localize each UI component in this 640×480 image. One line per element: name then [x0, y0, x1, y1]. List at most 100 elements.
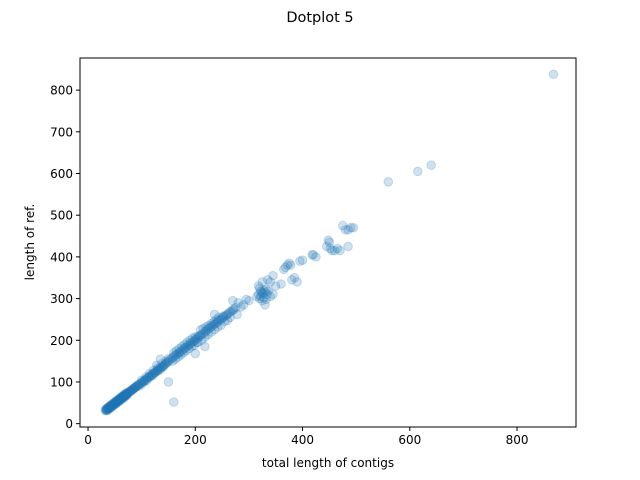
data-point	[179, 339, 190, 350]
y-tick-label: 100	[50, 375, 73, 389]
data-point	[175, 347, 186, 357]
data-point	[230, 302, 241, 313]
data-point	[127, 385, 137, 395]
data-point	[120, 391, 130, 402]
data-point	[198, 323, 209, 334]
data-point	[228, 305, 238, 316]
data-point	[194, 331, 205, 341]
data-point	[117, 393, 127, 403]
data-point	[241, 294, 252, 305]
data-point	[200, 332, 210, 342]
data-point	[152, 362, 163, 373]
data-point	[101, 405, 112, 415]
data-point	[116, 393, 127, 404]
data-point	[124, 387, 134, 398]
data-point	[162, 357, 173, 368]
y-tick-label: 0	[65, 417, 73, 431]
x-tick-label: 800	[506, 433, 529, 447]
data-point	[210, 318, 221, 329]
chart-title: Dotplot 5	[286, 10, 353, 26]
data-point	[106, 399, 117, 410]
data-point	[112, 396, 122, 407]
data-point	[148, 368, 159, 379]
data-point	[233, 297, 243, 308]
data-point	[209, 309, 220, 320]
data-point	[120, 390, 130, 401]
data-point	[126, 385, 136, 396]
data-point	[102, 405, 112, 416]
data-point	[548, 69, 559, 80]
data-point	[261, 284, 271, 295]
data-point	[107, 401, 117, 412]
data-point	[109, 398, 120, 409]
data-point	[142, 373, 152, 384]
data-point	[265, 277, 276, 287]
x-tick-label: 200	[184, 433, 207, 447]
data-point	[219, 311, 230, 321]
data-point	[280, 262, 291, 273]
data-point	[173, 348, 183, 359]
data-point	[141, 374, 151, 384]
data-point	[426, 160, 437, 170]
data-point	[107, 400, 118, 410]
data-point	[217, 313, 227, 324]
data-point	[141, 372, 151, 382]
data-point	[106, 402, 116, 413]
data-point	[124, 387, 135, 397]
data-point	[225, 312, 235, 323]
data-point	[329, 245, 340, 256]
data-point	[219, 316, 230, 327]
data-point	[184, 343, 194, 354]
data-point	[186, 338, 196, 348]
data-point	[190, 332, 201, 342]
data-point	[122, 388, 132, 399]
data-point	[132, 380, 143, 391]
y-axis-title: length of ref.	[23, 204, 37, 281]
data-point	[180, 342, 191, 353]
data-point	[163, 356, 174, 367]
data-point	[116, 392, 127, 402]
data-point	[337, 220, 348, 231]
data-point	[182, 341, 193, 351]
data-point	[113, 395, 123, 406]
data-point	[178, 347, 189, 358]
data-point	[257, 295, 268, 306]
data-point	[214, 312, 224, 323]
y-tick-label: 600	[50, 167, 73, 181]
data-point	[228, 295, 238, 306]
data-point	[150, 368, 160, 378]
data-point	[201, 322, 211, 332]
data-point	[285, 260, 296, 271]
data-point	[112, 395, 122, 406]
data-point	[260, 300, 270, 310]
data-point	[151, 360, 162, 371]
data-point	[130, 382, 141, 392]
data-point	[106, 401, 116, 411]
data-point	[129, 383, 140, 393]
data-point	[213, 322, 223, 332]
data-point	[118, 393, 128, 404]
data-point	[216, 314, 226, 325]
data-point	[193, 337, 203, 348]
data-point	[166, 353, 176, 364]
data-point	[173, 352, 183, 362]
data-point	[128, 384, 138, 394]
data-point	[195, 325, 206, 335]
data-point	[149, 367, 160, 378]
data-point	[103, 402, 114, 412]
data-point	[155, 354, 166, 364]
data-point	[117, 394, 127, 404]
data-point	[325, 243, 336, 254]
data-point	[169, 351, 179, 362]
data-point	[157, 358, 167, 369]
data-point	[167, 356, 178, 366]
data-point	[335, 245, 345, 256]
data-point	[223, 308, 234, 318]
data-point	[276, 279, 286, 289]
data-point	[164, 355, 175, 366]
data-point	[176, 350, 186, 360]
data-point	[158, 360, 168, 371]
data-point	[103, 405, 113, 415]
data-point	[117, 392, 128, 403]
